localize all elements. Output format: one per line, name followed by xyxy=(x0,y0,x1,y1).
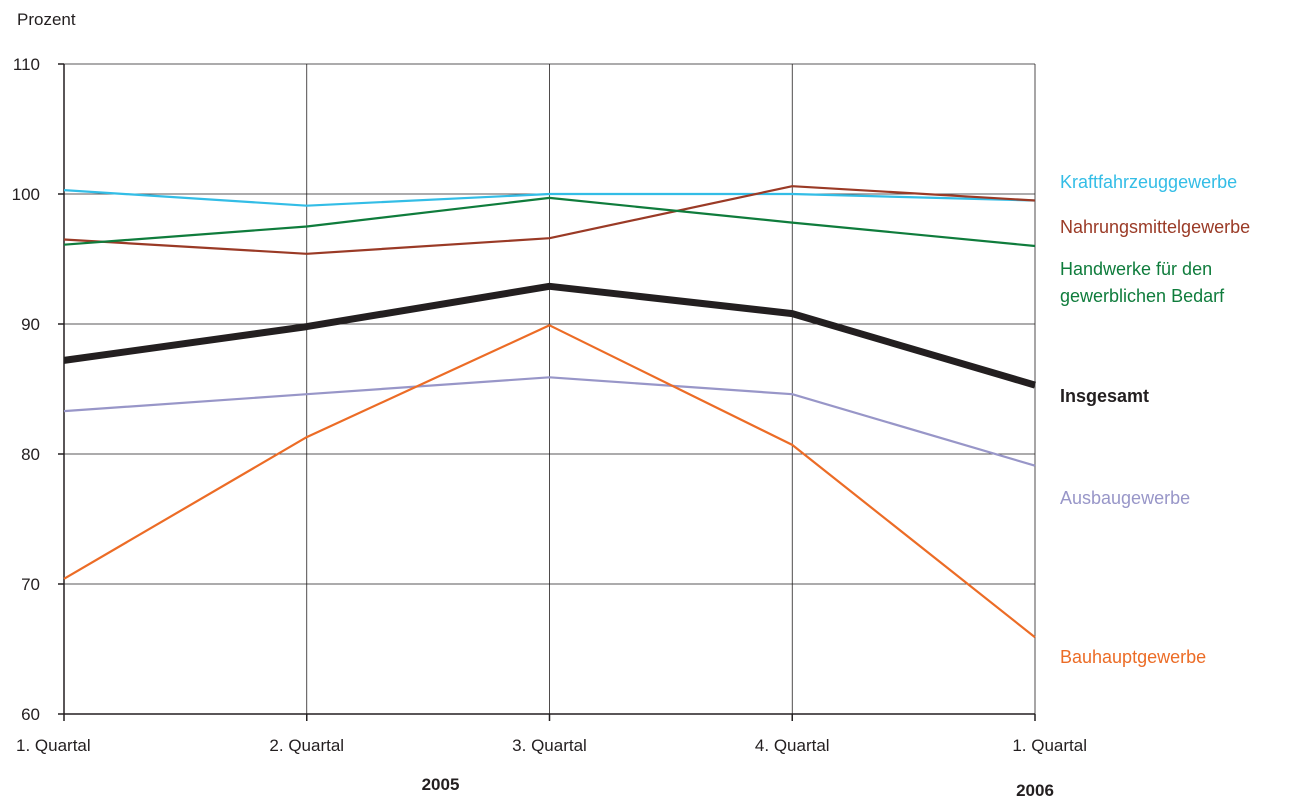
axes xyxy=(58,64,1035,721)
y-tick-label: 100 xyxy=(12,185,40,204)
series-label-line: Insgesamt xyxy=(1060,386,1149,406)
x-tick-label: 1. Quartal xyxy=(16,736,91,755)
year-label: 2005 xyxy=(422,775,460,794)
series-label: Nahrungsmittelgewerbe xyxy=(1060,217,1250,237)
series-label-line: Ausbaugewerbe xyxy=(1060,488,1190,508)
series-label: Ausbaugewerbe xyxy=(1060,488,1190,508)
y-tick-label: 110 xyxy=(13,55,40,74)
series-label-line: gewerblichen Bedarf xyxy=(1060,286,1225,306)
series-label-line: Nahrungsmittelgewerbe xyxy=(1060,217,1250,237)
x-tick-label: 3. Quartal xyxy=(512,736,587,755)
series-label: Bauhauptgewerbe xyxy=(1060,647,1206,667)
series-label: Insgesamt xyxy=(1060,386,1149,406)
series-label: Kraftfahrzeuggewerbe xyxy=(1060,172,1237,192)
year-label: 2006 xyxy=(1016,781,1054,800)
x-tick-label: 4. Quartal xyxy=(755,736,830,755)
x-tick-label: 2. Quartal xyxy=(269,736,344,755)
y-tick-label: 90 xyxy=(21,315,40,334)
series-label-line: Kraftfahrzeuggewerbe xyxy=(1060,172,1237,192)
y-axis-label: Prozent xyxy=(17,10,76,29)
y-tick-label: 70 xyxy=(21,575,40,594)
series-label-line: Bauhauptgewerbe xyxy=(1060,647,1206,667)
series-labels: Kraftfahrzeuggewerbe Nahrungsmittelgewerb… xyxy=(1060,172,1250,667)
y-tick-label: 60 xyxy=(21,705,40,724)
x-tick-label: 1. Quartal xyxy=(1012,736,1087,755)
y-tick-label: 80 xyxy=(21,445,40,464)
series-label: Handwerke für den gewerblichen Bedarf xyxy=(1060,259,1225,306)
grid xyxy=(64,64,1035,714)
series-label-line: Handwerke für den xyxy=(1060,259,1212,279)
